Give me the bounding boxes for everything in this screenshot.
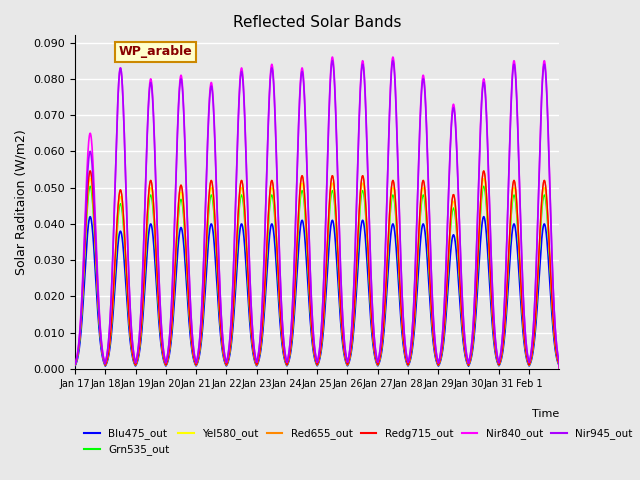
Grn535_out bbox=[556, 366, 563, 372]
Blu475_out bbox=[463, 359, 470, 365]
Blu475_out bbox=[71, 363, 79, 369]
Legend: Blu475_out, Grn535_out, Yel580_out, Red655_out, Redg715_out, Nir840_out, Nir945_: Blu475_out, Grn535_out, Yel580_out, Red6… bbox=[80, 424, 637, 460]
Redg715_out bbox=[71, 362, 79, 368]
Redg715_out bbox=[86, 168, 94, 174]
Nir840_out bbox=[120, 107, 127, 112]
Nir945_out bbox=[490, 318, 498, 324]
Redg715_out bbox=[224, 357, 232, 363]
Grn535_out bbox=[463, 358, 470, 363]
Red655_out bbox=[346, 353, 354, 359]
Title: Reflected Solar Bands: Reflected Solar Bands bbox=[233, 15, 401, 30]
Yel580_out bbox=[556, 366, 563, 372]
Nir945_out bbox=[549, 274, 557, 279]
Line: Grn535_out: Grn535_out bbox=[75, 186, 559, 369]
Nir840_out bbox=[328, 54, 336, 60]
Line: Redg715_out: Redg715_out bbox=[75, 171, 559, 369]
Red655_out bbox=[490, 333, 498, 338]
Grn535_out bbox=[346, 354, 354, 360]
Blu475_out bbox=[346, 356, 354, 362]
Redg715_out bbox=[463, 357, 470, 362]
Red655_out bbox=[463, 357, 470, 362]
Yel580_out bbox=[549, 311, 557, 317]
Redg715_out bbox=[120, 215, 127, 221]
Yel580_out bbox=[120, 221, 127, 227]
Line: Red655_out: Red655_out bbox=[75, 171, 559, 369]
Blu475_out bbox=[224, 359, 232, 365]
Grn535_out bbox=[86, 183, 94, 189]
Grn535_out bbox=[71, 362, 79, 368]
Yel580_out bbox=[490, 334, 498, 340]
Red655_out bbox=[86, 168, 94, 174]
Blu475_out bbox=[120, 250, 127, 255]
Text: Time: Time bbox=[532, 409, 559, 419]
Nir840_out bbox=[346, 346, 354, 351]
Red655_out bbox=[224, 357, 232, 363]
Line: Nir840_out: Nir840_out bbox=[75, 57, 559, 369]
Blu475_out bbox=[86, 214, 94, 219]
Yel580_out bbox=[71, 362, 79, 368]
Nir840_out bbox=[463, 352, 470, 358]
Nir840_out bbox=[71, 361, 79, 367]
Nir945_out bbox=[120, 107, 127, 112]
Red655_out bbox=[120, 215, 127, 221]
Nir840_out bbox=[224, 353, 232, 359]
Nir945_out bbox=[556, 366, 563, 372]
Blu475_out bbox=[490, 340, 498, 346]
Nir945_out bbox=[346, 346, 354, 352]
Yel580_out bbox=[86, 176, 94, 181]
Nir840_out bbox=[549, 272, 557, 278]
Redg715_out bbox=[556, 366, 563, 372]
Redg715_out bbox=[490, 333, 498, 338]
Nir840_out bbox=[490, 317, 498, 323]
Red655_out bbox=[549, 309, 557, 314]
Text: WP_arable: WP_arable bbox=[118, 45, 193, 59]
Y-axis label: Solar Raditaion (W/m2): Solar Raditaion (W/m2) bbox=[15, 129, 28, 275]
Red655_out bbox=[556, 366, 563, 372]
Nir945_out bbox=[328, 58, 336, 64]
Nir945_out bbox=[463, 352, 470, 358]
Blu475_out bbox=[549, 322, 557, 328]
Redg715_out bbox=[549, 309, 557, 314]
Line: Nir945_out: Nir945_out bbox=[75, 61, 559, 369]
Nir945_out bbox=[71, 361, 79, 367]
Line: Yel580_out: Yel580_out bbox=[75, 179, 559, 369]
Line: Blu475_out: Blu475_out bbox=[75, 216, 559, 369]
Red655_out bbox=[71, 362, 79, 368]
Grn535_out bbox=[549, 313, 557, 319]
Yel580_out bbox=[346, 354, 354, 360]
Grn535_out bbox=[490, 335, 498, 341]
Blu475_out bbox=[556, 366, 563, 372]
Grn535_out bbox=[120, 227, 127, 232]
Grn535_out bbox=[224, 358, 232, 363]
Redg715_out bbox=[346, 353, 354, 359]
Yel580_out bbox=[463, 357, 470, 363]
Nir840_out bbox=[556, 366, 563, 372]
Yel580_out bbox=[224, 357, 232, 363]
Nir945_out bbox=[224, 353, 232, 359]
